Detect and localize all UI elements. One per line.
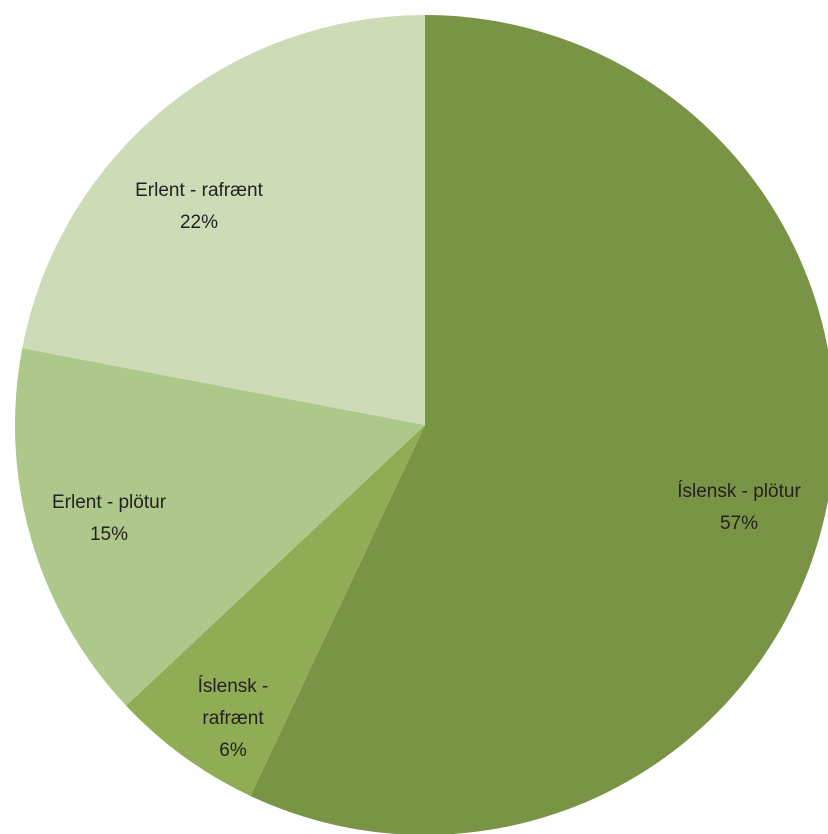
slice-name-label: Íslensk - (198, 676, 269, 697)
slice-name-label: Íslensk - plötur (677, 481, 801, 502)
slice-percent-label: 6% (219, 740, 247, 761)
slice-name-label: Erlent - plötur (52, 492, 167, 513)
slice-name-label: Erlent - rafrænt (135, 180, 263, 201)
pie-slices (15, 15, 828, 834)
slice-percent-label: 15% (90, 524, 128, 545)
slice-percent-label: 22% (180, 212, 218, 233)
slice-name-label: rafrænt (202, 708, 264, 729)
slice-percent-label: 57% (720, 513, 758, 534)
